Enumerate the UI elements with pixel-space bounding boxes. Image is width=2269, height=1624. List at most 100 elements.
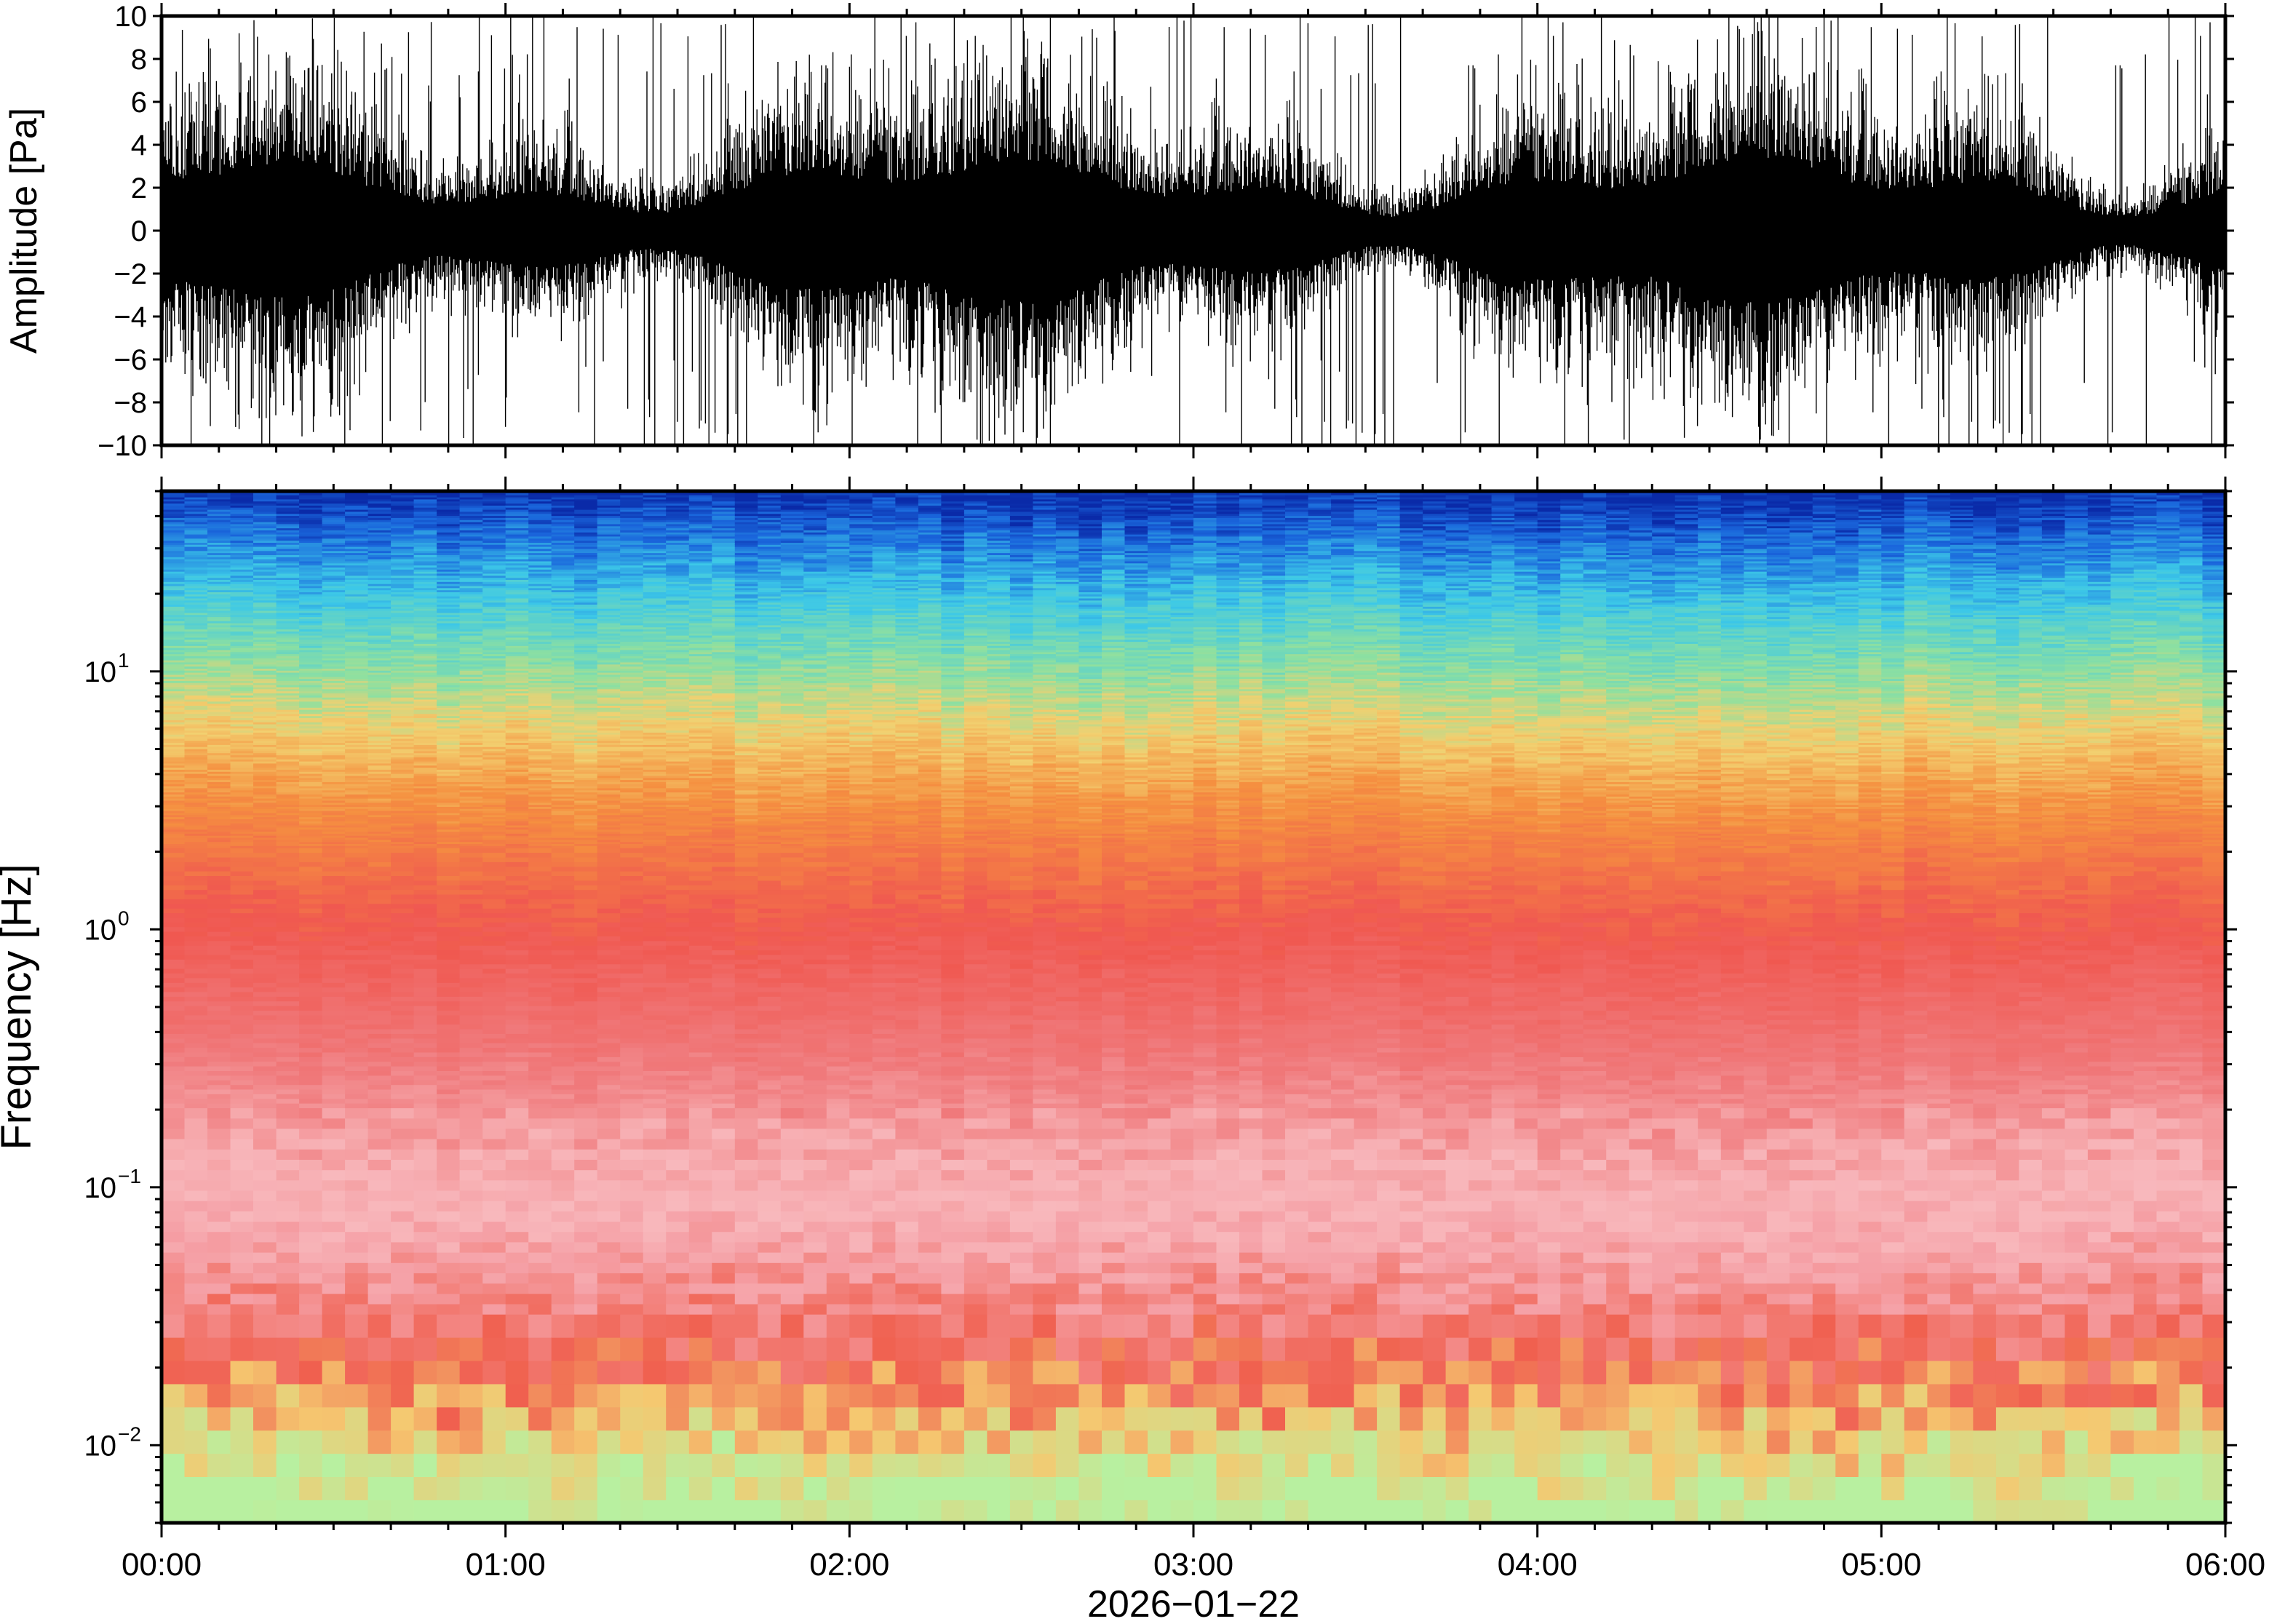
spectrogram-column: [184, 491, 208, 1523]
waveform-y-tick-label: −6: [114, 344, 147, 376]
x-tick-label: 04:00: [1498, 1547, 1578, 1583]
spectrogram-column: [1216, 491, 1240, 1523]
spectrogram-column: [1308, 491, 1332, 1523]
spectrogram-column: [666, 491, 690, 1523]
spectrogram-column: [734, 491, 759, 1523]
spectrogram-y-tick-label: 10: [84, 656, 117, 688]
spectrogram-column: [872, 491, 897, 1523]
spectrogram-column: [758, 491, 782, 1523]
spectrogram-column: [1445, 491, 1469, 1523]
x-tick-label: 06:00: [2185, 1547, 2265, 1583]
spectrogram-column: [1124, 491, 1148, 1523]
spectrogram-column: [2041, 491, 2066, 1523]
spectrogram-column: [1789, 491, 1813, 1523]
spectrogram-column: [1354, 491, 1378, 1523]
spectrogram-column: [1904, 491, 1928, 1523]
waveform-y-tick-label: −4: [114, 301, 147, 333]
spectrogram-column: [849, 491, 873, 1523]
spectrogram-column: [367, 491, 392, 1523]
spectrogram-column: [1629, 491, 1653, 1523]
spectrogram-column: [322, 491, 346, 1523]
spectrogram-column: [345, 491, 369, 1523]
spectrogram-column: [1881, 491, 1905, 1523]
spectrogram-column: [1698, 491, 1722, 1523]
spectrogram-column: [1950, 491, 1974, 1523]
waveform-y-tick-label: −2: [114, 258, 147, 290]
spectrogram-column: [2179, 491, 2204, 1523]
spectrogram-column: [1193, 491, 1217, 1523]
spectrogram-column: [459, 491, 483, 1523]
waveform-y-tick-label: 10: [115, 1, 148, 33]
spectrogram-column: [1720, 491, 1745, 1523]
spectrogram-column: [1423, 491, 1447, 1523]
waveform-y-tick-label: −10: [98, 430, 147, 462]
spectrogram-column: [1033, 491, 1057, 1523]
spectrogram-column: [482, 491, 506, 1523]
spectrogram-column: [207, 491, 231, 1523]
spectrogram-column: [597, 491, 621, 1523]
spectrogram-column: [803, 491, 827, 1523]
x-tick-label: 02:00: [809, 1547, 889, 1583]
spectrogram-column: [1491, 491, 1515, 1523]
spectrogram-column: [1102, 491, 1126, 1523]
spectrogram-column: [1399, 491, 1423, 1523]
spectrogram-y-tick-exponent: −1: [118, 1165, 141, 1187]
spectrogram-column: [1148, 491, 1172, 1523]
x-tick-label: 03:00: [1153, 1547, 1233, 1583]
x-tick-label: 00:00: [122, 1547, 202, 1583]
spectrogram-column: [253, 491, 277, 1523]
spectrogram-column: [688, 491, 713, 1523]
spectrogram-column: [1262, 491, 1286, 1523]
spectrogram-column: [1469, 491, 1493, 1523]
waveform-y-axis-label: Amplitude [Pa]: [3, 108, 45, 354]
spectrogram-column: [2110, 491, 2134, 1523]
spectrogram-y-tick-label: 10: [84, 1172, 117, 1204]
spectrogram-column: [2019, 491, 2043, 1523]
spectrogram-column: [1812, 491, 1837, 1523]
spectrogram-column: [1674, 491, 1698, 1523]
spectrogram-column: [895, 491, 919, 1523]
waveform-y-tick-label: 2: [131, 172, 147, 204]
spectrogram-column: [391, 491, 415, 1523]
spectrogram-y-tick-label: 10: [84, 1430, 117, 1462]
spectrogram-column: [941, 491, 965, 1523]
spectrogram-column: [1377, 491, 1401, 1523]
spectrogram-column: [528, 491, 552, 1523]
spectrogram-column: [987, 491, 1011, 1523]
waveform-y-tick-label: −8: [114, 387, 147, 419]
spectrogram-column: [1995, 491, 2020, 1523]
spectrogram-column: [1331, 491, 1355, 1523]
spectrogram-column: [643, 491, 667, 1523]
spectrogram-column: [1927, 491, 1951, 1523]
spectrogram-column: [1239, 491, 1263, 1523]
spectrogram-column: [2065, 491, 2089, 1523]
x-axis-date-label: 2026−01−22: [1087, 1583, 1300, 1624]
spectrogram-column: [1170, 491, 1194, 1523]
spectrogram-column: [918, 491, 942, 1523]
spectrogram-column: [1078, 491, 1102, 1523]
spectrogram-column: [2202, 491, 2225, 1523]
spectrogram-column: [1537, 491, 1561, 1523]
spectrogram-column: [276, 491, 300, 1523]
spectrogram-column: [712, 491, 736, 1523]
spectrogram-column: [963, 491, 988, 1523]
spectrogram-column: [1606, 491, 1630, 1523]
spectrogram-column: [230, 491, 254, 1523]
spectrogram-y-tick-exponent: −2: [118, 1422, 141, 1445]
spectrogram-y-tick-exponent: 1: [118, 649, 130, 672]
spectrogram-column: [1009, 491, 1034, 1523]
x-tick-label: 01:00: [466, 1547, 546, 1583]
spectrogram-column: [1766, 491, 1791, 1523]
waveform-y-tick-label: 8: [131, 44, 147, 76]
waveform-y-tick-label: 0: [131, 215, 147, 247]
x-tick-label: 05:00: [1841, 1547, 1921, 1583]
spectrogram-column: [505, 491, 529, 1523]
waveform-y-tick-label: 6: [131, 87, 147, 119]
spectrogram-column: [1973, 491, 1997, 1523]
spectrogram-column: [1835, 491, 1859, 1523]
spectrogram-column: [1285, 491, 1309, 1523]
spectrogram-x-ticks: 00:00 01:00 02:00 03:00 04:00 05:00 06:00: [122, 477, 2265, 1583]
spectrogram-column: [780, 491, 805, 1523]
